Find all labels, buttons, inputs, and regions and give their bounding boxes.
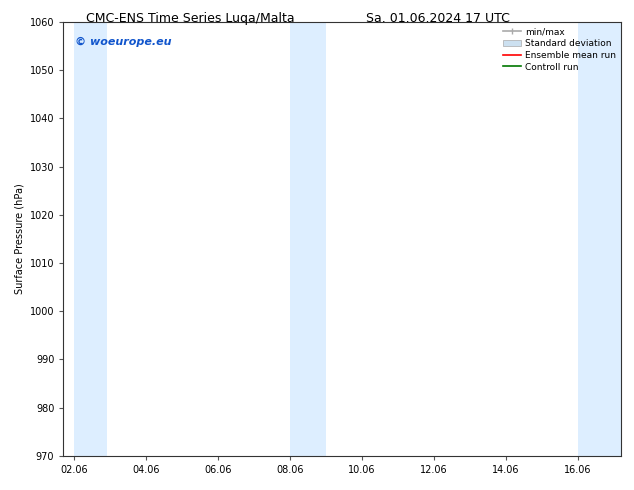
Bar [74,22,107,456]
Text: © woeurope.eu: © woeurope.eu [75,37,171,48]
Y-axis label: Surface Pressure (hPa): Surface Pressure (hPa) [14,183,24,294]
Bar [578,22,621,456]
Legend: min/max, Standard deviation, Ensemble mean run, Controll run: min/max, Standard deviation, Ensemble me… [500,24,619,75]
Bar [290,22,326,456]
Text: Sa. 01.06.2024 17 UTC: Sa. 01.06.2024 17 UTC [366,12,509,25]
Text: CMC-ENS Time Series Luqa/Malta: CMC-ENS Time Series Luqa/Malta [86,12,295,25]
